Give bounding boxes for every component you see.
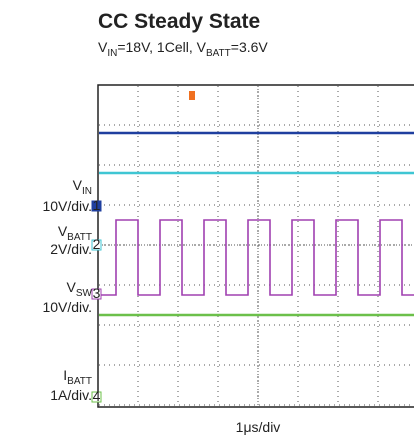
subtitle: VIN=18V, 1Cell, VBATT=3.6V bbox=[98, 39, 268, 59]
channel-marker-box bbox=[91, 391, 102, 403]
screen bbox=[97, 84, 414, 408]
x-label: 1μs/div bbox=[236, 419, 281, 435]
trigger-marker bbox=[189, 91, 195, 100]
channel-marker: 2 bbox=[93, 236, 101, 252]
title: CC Steady State bbox=[98, 10, 260, 33]
subtitle-part: IN bbox=[107, 48, 117, 59]
channel-marker-box bbox=[91, 200, 102, 212]
channel-name-sub: IN bbox=[82, 186, 92, 197]
channel-name: VIN bbox=[73, 177, 92, 197]
channel-scale: 10V/div. bbox=[42, 198, 92, 214]
channel-name-sub: BATT bbox=[67, 376, 92, 387]
channel-marker: 1 bbox=[93, 197, 101, 213]
channel-name: VSW bbox=[67, 279, 93, 299]
channel-name-main: V bbox=[58, 223, 68, 239]
channel-name-main: V bbox=[73, 177, 83, 193]
channel-name-main: V bbox=[67, 279, 77, 295]
channel-marker-box bbox=[91, 239, 102, 251]
frame bbox=[97, 84, 414, 408]
subtitle-part: BATT bbox=[206, 48, 231, 59]
channel-name-sub: SW bbox=[76, 288, 93, 299]
channel-marker-box bbox=[91, 288, 102, 300]
trace-vsw bbox=[99, 219, 414, 296]
subtitle-part: =18V, 1Cell, V bbox=[117, 39, 206, 55]
channel-scale: 1A/div. bbox=[50, 387, 92, 403]
channel-marker: 4 bbox=[93, 388, 101, 404]
channel-name: IBATT bbox=[63, 367, 92, 387]
channel-name-main: I bbox=[63, 367, 67, 383]
channel-marker: 3 bbox=[93, 285, 101, 301]
subtitle-part: V bbox=[98, 39, 108, 55]
channel-scale: 2V/div. bbox=[50, 241, 92, 257]
channel-name-sub: BATT bbox=[67, 232, 92, 243]
channel-scale: 10V/div. bbox=[42, 299, 92, 315]
channel-name: VBATT bbox=[58, 223, 92, 243]
subtitle-part: =3.6V bbox=[231, 39, 269, 55]
